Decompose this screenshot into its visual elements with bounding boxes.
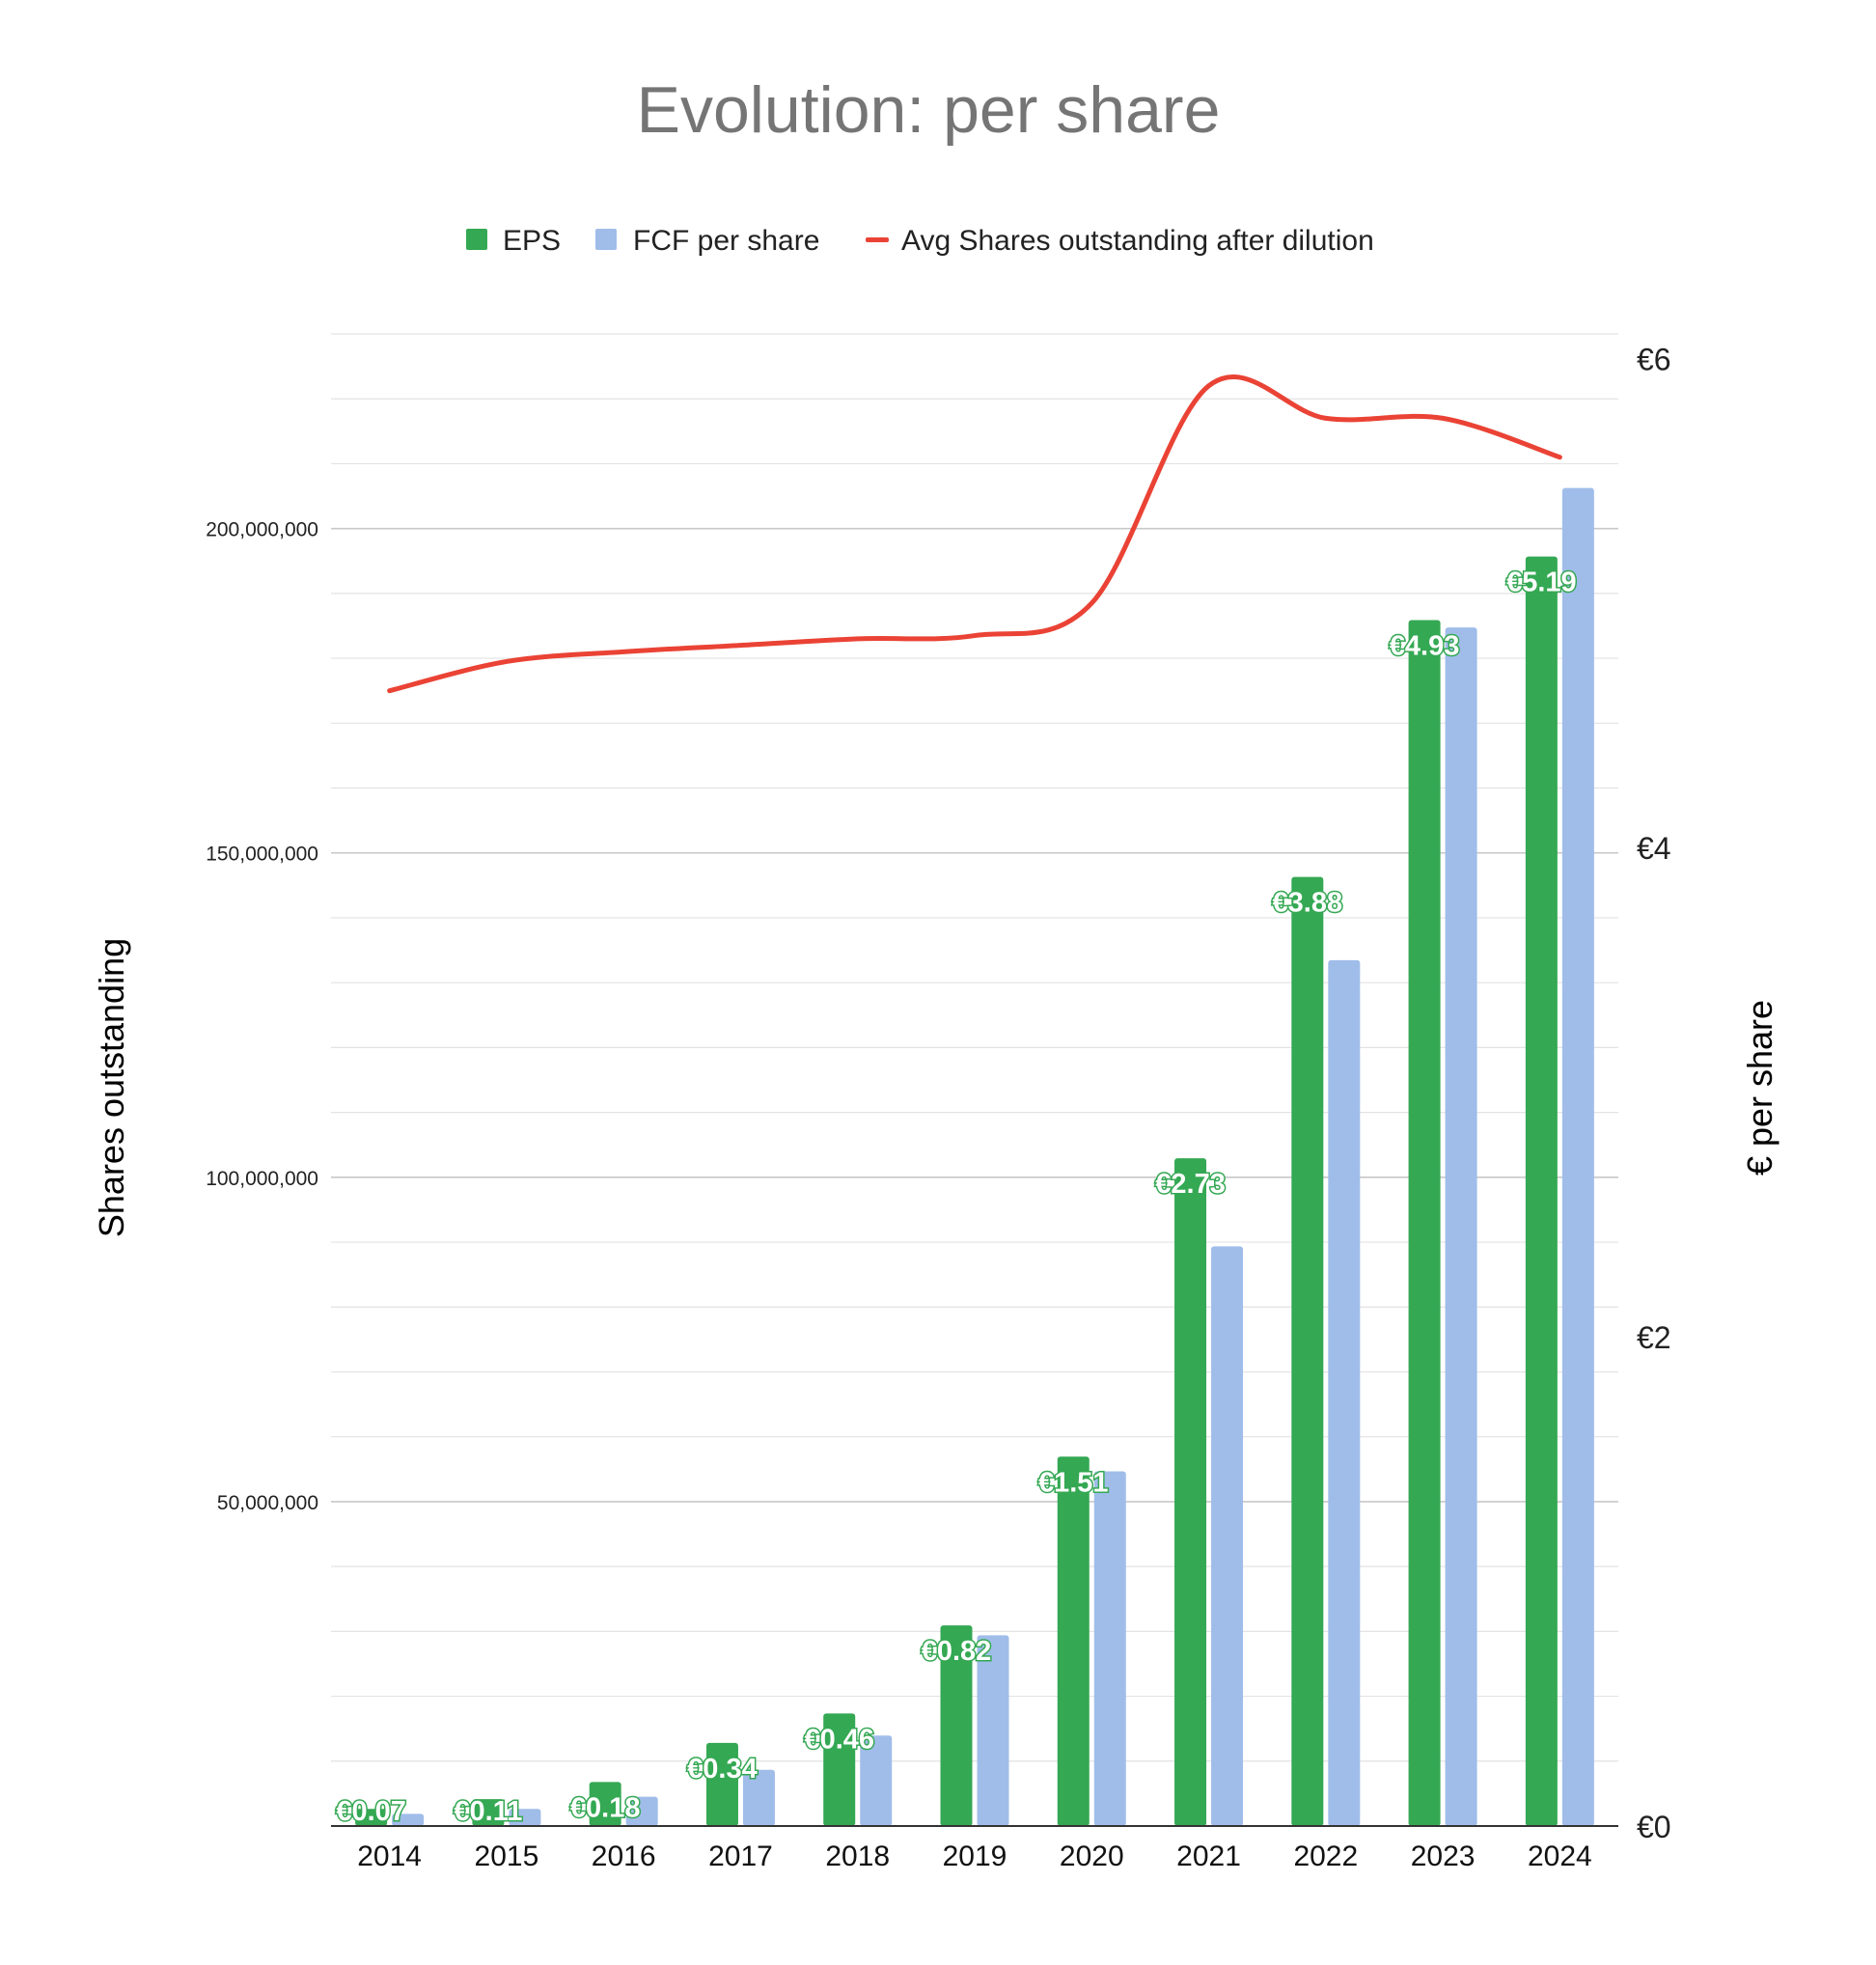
avg-shares-line (387, 374, 1562, 694)
eps-bar (355, 1809, 388, 1826)
bars (355, 487, 1594, 1827)
x-tick-label: 2014 (357, 1840, 422, 1872)
left-tick-label: 200,000,000 (206, 519, 318, 541)
eps-bar (1408, 620, 1441, 1827)
left-tick-label: 50,000,000 (217, 1492, 318, 1514)
fcf-per-share-bar (742, 1769, 775, 1826)
x-axis-ticks: 2014 2015 2016 2017 2018 2019 2020 2021 2022 2023… (357, 1840, 1591, 1872)
eps-data-label: €0.11 (454, 1796, 522, 1827)
x-tick-label: 2018 (825, 1840, 890, 1872)
x-tick-label: 2019 (943, 1840, 1007, 1872)
x-tick-label: 2015 (475, 1840, 539, 1872)
x-tick-label: 2016 (592, 1840, 656, 1872)
fcf-per-share-bar (860, 1735, 893, 1826)
legend-label-eps: EPS (503, 225, 561, 257)
right-axis-ticks: €0 €2 €4 €6 (1637, 342, 1671, 1844)
legend-swatch-shares (866, 237, 889, 242)
eps-data-label: €0.46 (804, 1724, 874, 1755)
chart-title: Evolution: per share (637, 73, 1221, 147)
eps-data-label: €0.07 (336, 1796, 406, 1827)
eps-bar (940, 1625, 973, 1826)
x-tick-label: 2022 (1293, 1840, 1358, 1872)
right-tick-label: €6 (1637, 342, 1671, 376)
right-tick-label: €0 (1637, 1810, 1671, 1844)
eps-bar (1525, 556, 1558, 1826)
left-axis-ticks: 50,000,000 100,000,000 150,000,000 200,000,… (206, 519, 318, 1514)
fcf-per-share-bar (1445, 627, 1477, 1827)
eps-data-label: €3.88 (1273, 888, 1343, 919)
x-tick-label: 2021 (1176, 1840, 1241, 1872)
eps-data-label: €0.18 (570, 1792, 641, 1823)
eps-bar (589, 1782, 621, 1826)
data-labels: €0.07 €0.11 €0.18 €0.34 €0.46 €0.82 €1.51 €2.73… (335, 566, 1578, 1828)
legend-label-shares: Avg Shares outstanding after dilution (901, 225, 1374, 257)
x-tick-label: 2024 (1528, 1840, 1592, 1872)
fcf-per-share-bar (1561, 487, 1594, 1827)
eps-data-label: €0.34 (687, 1754, 758, 1785)
fcf-per-share-bar (1328, 959, 1361, 1826)
legend-label-fcf: FCF per share (633, 225, 819, 257)
left-axis-title: Shares outstanding (92, 938, 131, 1237)
fcf-per-share-bar (392, 1813, 425, 1826)
right-tick-label: €2 (1637, 1320, 1671, 1355)
fcf-per-share-bar (1093, 1471, 1126, 1826)
fcf-per-share-bar (1211, 1246, 1244, 1826)
shares-line (387, 374, 1562, 694)
eps-data-label: €0.82 (922, 1636, 992, 1667)
right-axis-title: € per share (1740, 1000, 1779, 1176)
eps-bar (1057, 1456, 1090, 1826)
x-tick-label: 2020 (1060, 1840, 1124, 1872)
eps-data-label: €2.73 (1155, 1169, 1226, 1200)
eps-bar (1174, 1158, 1207, 1826)
fcf-per-share-bar (625, 1796, 658, 1826)
eps-data-label: €4.93 (1390, 631, 1460, 662)
eps-bar (472, 1799, 505, 1826)
eps-bar (1291, 876, 1324, 1826)
fcf-per-share-bar (977, 1635, 1009, 1826)
legend-swatch-fcf (595, 229, 617, 250)
eps-data-label: €1.51 (1038, 1467, 1109, 1498)
left-tick-label: 150,000,000 (206, 844, 318, 866)
eps-bar (705, 1742, 738, 1826)
gridlines (331, 333, 1618, 1762)
x-tick-label: 2023 (1411, 1840, 1476, 1872)
fcf-per-share-bar (509, 1809, 541, 1826)
left-tick-label: 100,000,000 (206, 1168, 318, 1190)
eps-data-label: €5.19 (1506, 567, 1577, 598)
right-tick-label: €4 (1637, 831, 1671, 866)
x-tick-label: 2017 (708, 1840, 773, 1872)
eps-bar (823, 1713, 856, 1826)
legend: EPS FCF per share Avg Shares outstanding… (466, 225, 1374, 257)
legend-swatch-eps (466, 229, 487, 250)
